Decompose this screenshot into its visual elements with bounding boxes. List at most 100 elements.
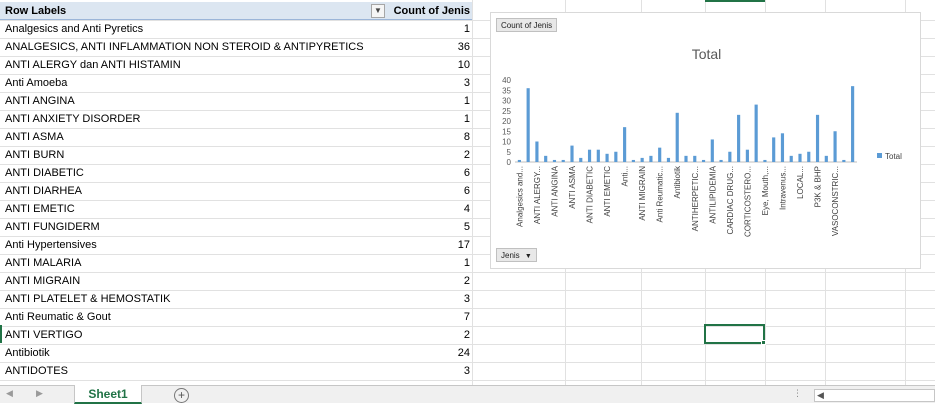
- pivot-row-label[interactable]: ANTI PLATELET & HEMOSTATIK: [5, 293, 171, 305]
- chart-bar[interactable]: [815, 114, 820, 162]
- chart-bar[interactable]: [649, 155, 653, 162]
- pivot-row-count[interactable]: 7: [463, 311, 470, 323]
- chart-bar[interactable]: [587, 149, 592, 162]
- chart-bar[interactable]: [579, 157, 583, 162]
- horizontal-scrollbar[interactable]: ◀: [814, 389, 935, 402]
- pivot-row-count[interactable]: 2: [463, 275, 470, 287]
- pivot-row-count[interactable]: 6: [463, 185, 470, 197]
- pivot-row-label[interactable]: ANTI ASMA: [5, 131, 64, 143]
- pivot-header-count[interactable]: Count of Jenis: [393, 5, 470, 17]
- chart-bar[interactable]: [842, 159, 846, 162]
- chart-bar[interactable]: [596, 149, 600, 162]
- pivot-row-label[interactable]: ANTI DIARHEA: [5, 185, 83, 197]
- chart-bar[interactable]: [772, 137, 776, 162]
- pivot-chart[interactable]: Count of Jenis Total 0 5 10 15 20 25 30 35 40 Ana…: [490, 12, 921, 269]
- pivot-row-count[interactable]: 1: [463, 113, 470, 125]
- chart-bar[interactable]: [684, 155, 688, 162]
- sheet-tab-sheet1[interactable]: Sheet1: [74, 385, 142, 404]
- chart-bar[interactable]: [561, 159, 565, 162]
- pivot-row-count[interactable]: 1: [463, 23, 470, 35]
- chart-bar[interactable]: [710, 139, 714, 162]
- pivot-row-count[interactable]: 3: [463, 365, 470, 377]
- count-of-jenis-field-button[interactable]: Count of Jenis: [496, 18, 558, 32]
- pivot-row-label[interactable]: Analgesics and Anti Pyretics: [5, 23, 144, 35]
- chart-bar[interactable]: [605, 153, 609, 162]
- pivot-row-label[interactable]: ANTI MALARIA: [5, 257, 82, 269]
- y-tick-label: 40: [502, 76, 511, 85]
- pivot-row-count[interactable]: 24: [457, 347, 470, 359]
- chart-bar[interactable]: [666, 157, 671, 162]
- chart-bar[interactable]: [631, 159, 635, 162]
- pivot-row-label[interactable]: ANALGESICS, ANTI INFLAMMATION NON STEROI…: [5, 41, 364, 53]
- pivot-row-label[interactable]: ANTI ANXIETY DISORDER: [5, 113, 141, 125]
- pivot-row-count[interactable]: 36: [457, 41, 470, 53]
- next-sheet-icon[interactable]: ▶: [36, 388, 43, 398]
- chart-bar[interactable]: [526, 88, 530, 162]
- pivot-row-count[interactable]: 5: [463, 221, 470, 233]
- chart-bar[interactable]: [728, 151, 732, 162]
- x-category-label: Intravenus...: [778, 166, 787, 210]
- pivot-row-count[interactable]: 4: [463, 203, 470, 215]
- chart-bar[interactable]: [623, 127, 627, 162]
- pivot-row-label[interactable]: ANTI VERTIGO: [5, 329, 83, 341]
- pivot-row-label[interactable]: ANTI DIABETIC: [5, 167, 84, 179]
- chart-bar[interactable]: [798, 153, 802, 162]
- pivot-row-count[interactable]: 10: [457, 59, 470, 71]
- scroll-left-icon[interactable]: ◀: [817, 390, 824, 400]
- pivot-row-count[interactable]: 2: [463, 149, 470, 161]
- chart-bar[interactable]: [754, 104, 758, 162]
- chart-bar[interactable]: [675, 112, 679, 162]
- chart-bar[interactable]: [517, 159, 521, 162]
- chart-bar[interactable]: [833, 131, 837, 162]
- pivot-row-label[interactable]: ANTI BURN: [5, 149, 65, 161]
- pivot-row-label[interactable]: Anti Reumatic & Gout: [5, 311, 111, 323]
- chart-bar[interactable]: [789, 155, 793, 162]
- pivot-row-label[interactable]: ANTI ALERGY dan ANTI HISTAMIN: [5, 59, 181, 71]
- pivot-row-count[interactable]: 3: [463, 293, 470, 305]
- chart-bar[interactable]: [780, 133, 785, 162]
- row-labels-filter-dropdown-icon[interactable]: ▼: [371, 4, 385, 18]
- pivot-row-count[interactable]: 6: [463, 167, 470, 179]
- previous-sheet-icon[interactable]: ◀: [6, 388, 13, 398]
- pivot-row-label[interactable]: ANTI FUNGIDERM: [5, 221, 100, 233]
- chart-bar[interactable]: [745, 149, 749, 162]
- pivot-row-count[interactable]: 1: [463, 95, 470, 107]
- chart-bar[interactable]: [719, 159, 723, 162]
- pivot-row-label[interactable]: ANTI EMETIC: [5, 203, 75, 215]
- chart-bar[interactable]: [570, 145, 574, 162]
- pivot-header-row: [0, 2, 472, 20]
- chart-bar[interactable]: [701, 159, 706, 162]
- pivot-row-label[interactable]: ANTI ANGINA: [5, 95, 75, 107]
- pivot-row-label[interactable]: Antibiotik: [5, 347, 50, 359]
- selected-cell[interactable]: [704, 324, 765, 344]
- scrollbar-split-icon[interactable]: ⋮: [793, 388, 802, 398]
- pivot-row-label[interactable]: Anti Hypertensives: [5, 239, 97, 251]
- fill-handle[interactable]: [761, 340, 766, 345]
- chart-bar[interactable]: [614, 151, 618, 162]
- pivot-row-label[interactable]: ANTI MIGRAIN: [5, 275, 81, 287]
- chart-bar[interactable]: [535, 141, 539, 163]
- chart-bar[interactable]: [552, 159, 557, 162]
- pivot-row-count[interactable]: 2: [463, 329, 470, 341]
- chart-bar[interactable]: [807, 151, 811, 162]
- pivot-row-count[interactable]: 17: [457, 239, 470, 251]
- worksheet-grid[interactable]: Row Labels ▼ Count of Jenis Analgesics a…: [0, 0, 935, 385]
- chart-bar[interactable]: [737, 114, 741, 162]
- chart-bar[interactable]: [544, 155, 548, 162]
- pivot-row-label[interactable]: ANTIDOTES: [5, 365, 68, 377]
- chart-bar[interactable]: [640, 157, 644, 162]
- pivot-row-count[interactable]: 8: [463, 131, 470, 143]
- chart-bar[interactable]: [658, 147, 662, 162]
- pivot-header-row-labels[interactable]: Row Labels: [5, 5, 67, 17]
- pivot-row-count[interactable]: 3: [463, 77, 470, 89]
- chart-bar[interactable]: [851, 86, 855, 162]
- add-sheet-icon[interactable]: +: [174, 388, 189, 403]
- pivot-row-count[interactable]: 1: [463, 257, 470, 269]
- pivot-row-label[interactable]: Anti Amoeba: [5, 77, 68, 89]
- x-category-label: Analgesics and...: [515, 166, 524, 227]
- jenis-axis-field-button[interactable]: Jenis ▼: [496, 248, 537, 262]
- y-tick-label: 25: [502, 107, 511, 116]
- chart-bar[interactable]: [763, 159, 767, 162]
- chart-bar[interactable]: [824, 155, 828, 162]
- chart-bar[interactable]: [693, 155, 697, 162]
